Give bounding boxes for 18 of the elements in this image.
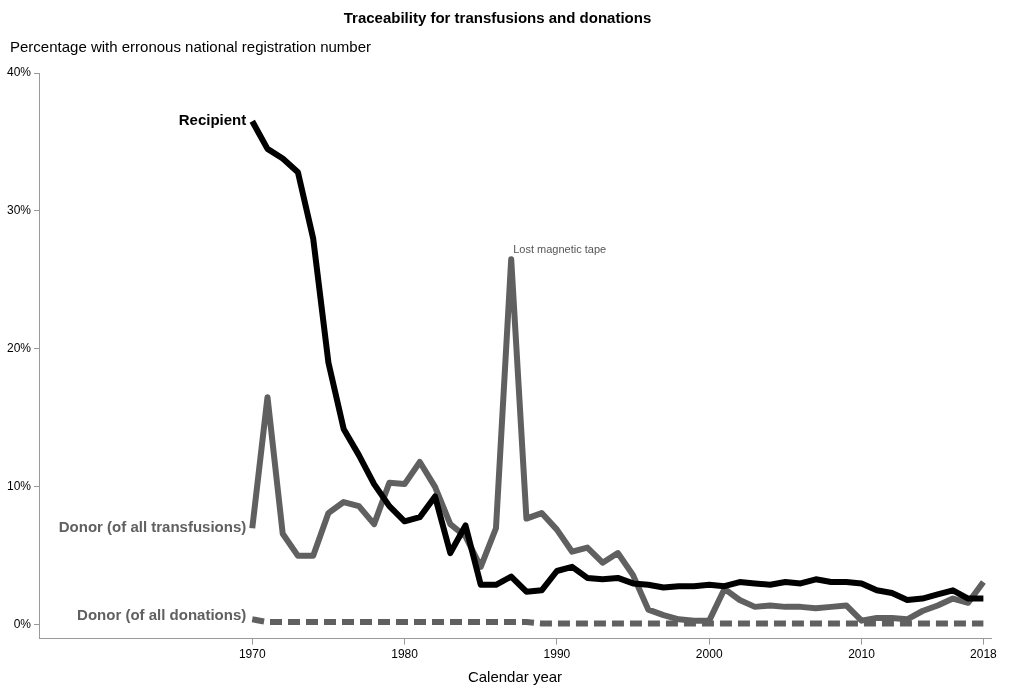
y-tick-label: 40% [6, 65, 32, 80]
y-tick-label: 30% [6, 203, 32, 218]
y-tick-label: 10% [6, 479, 32, 494]
x-tick-label: 1970 [238, 647, 266, 662]
x-tick-label: 2018 [970, 647, 998, 662]
y-tick-label: 20% [6, 341, 32, 356]
y-axis-title: Percentage with erronous national registration number [10, 38, 372, 56]
y-tick-label: 0% [13, 617, 32, 632]
series-label: Recipient [178, 111, 247, 129]
x-tick-label: 1980 [391, 647, 419, 662]
x-tick-label: 2000 [695, 647, 723, 662]
x-axis-title: Calendar year [467, 668, 563, 686]
x-tick-label: 1990 [543, 647, 571, 662]
annotation: Lost magnetic tape [513, 242, 607, 255]
series-label: Donor (of all transfusions) [58, 518, 247, 536]
series-label: Donor (of all donations) [77, 606, 247, 624]
chart-title: Traceability for transfusions and donations [343, 9, 652, 27]
x-tick-label: 2010 [848, 647, 876, 662]
